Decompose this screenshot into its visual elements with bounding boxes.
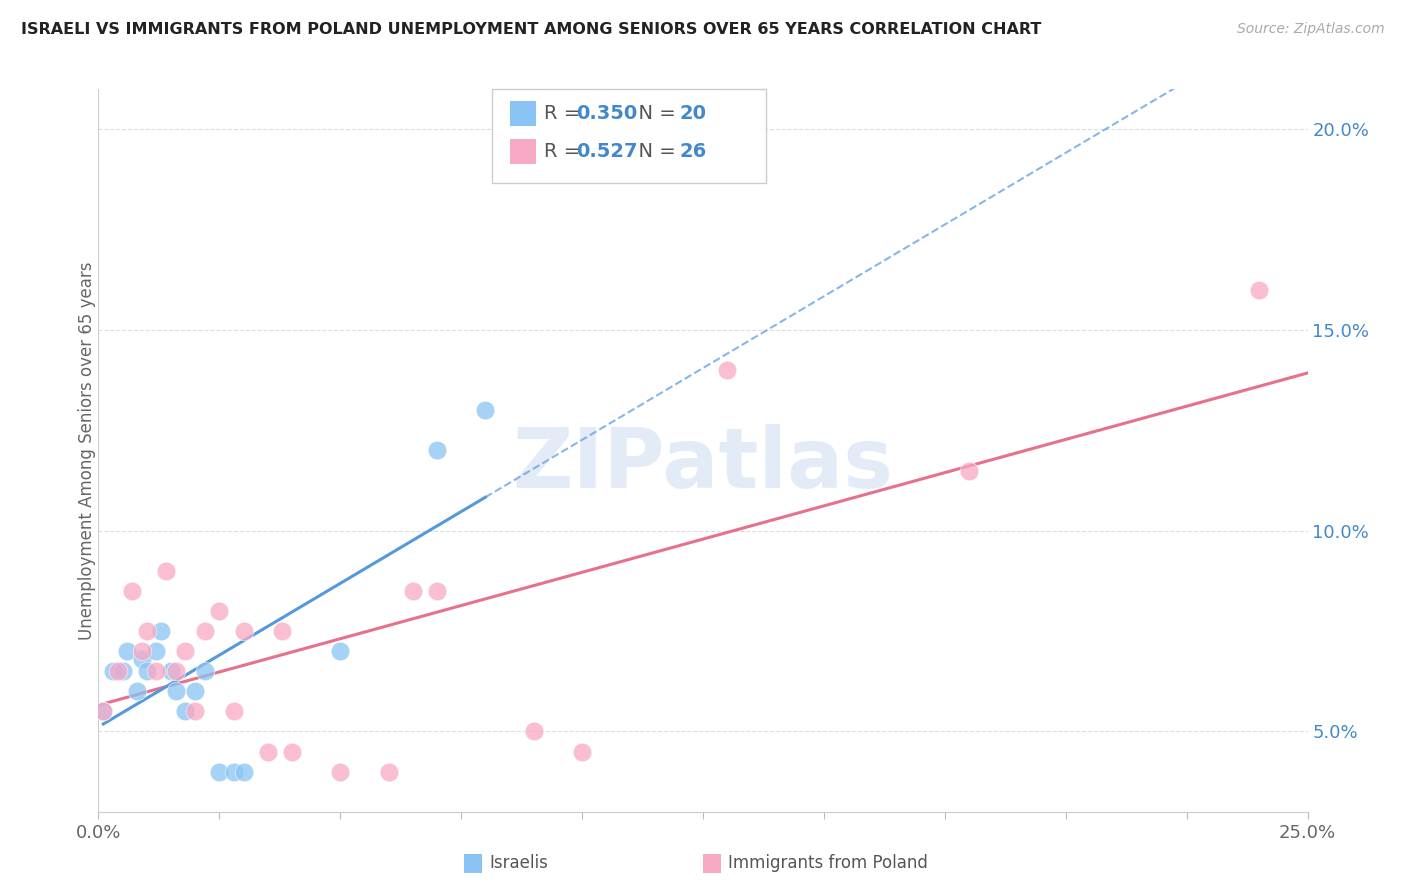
Point <box>426 443 449 458</box>
Point <box>131 644 153 658</box>
Text: N =: N = <box>626 103 682 123</box>
Point <box>194 664 217 679</box>
Point <box>232 624 254 639</box>
Point <box>281 744 304 758</box>
Point <box>107 664 129 679</box>
Point <box>174 705 197 719</box>
Point <box>222 705 245 719</box>
Point <box>232 764 254 779</box>
Point <box>155 564 177 578</box>
Point <box>91 705 114 719</box>
Point <box>160 664 183 679</box>
Point <box>145 664 167 679</box>
Point <box>716 363 738 377</box>
Point <box>131 652 153 666</box>
Point <box>184 684 207 698</box>
Point <box>145 644 167 658</box>
Point <box>150 624 173 639</box>
Point <box>474 403 496 417</box>
Point <box>121 583 143 598</box>
Point <box>402 583 425 598</box>
Point <box>222 764 245 779</box>
Point <box>256 744 278 758</box>
Point <box>91 705 114 719</box>
Point <box>111 664 134 679</box>
Point <box>127 684 149 698</box>
Point <box>165 664 187 679</box>
Point <box>523 724 546 739</box>
Text: Immigrants from Poland: Immigrants from Poland <box>728 855 928 872</box>
Text: 0.527: 0.527 <box>576 142 638 161</box>
Point <box>208 764 231 779</box>
Point <box>184 705 207 719</box>
Text: 26: 26 <box>679 142 706 161</box>
Point <box>135 664 157 679</box>
Text: N =: N = <box>626 142 682 161</box>
Text: R =: R = <box>544 103 586 123</box>
Point <box>117 644 139 658</box>
Y-axis label: Unemployment Among Seniors over 65 years: Unemployment Among Seniors over 65 years <box>79 261 96 640</box>
Text: ISRAELI VS IMMIGRANTS FROM POLAND UNEMPLOYMENT AMONG SENIORS OVER 65 YEARS CORRE: ISRAELI VS IMMIGRANTS FROM POLAND UNEMPL… <box>21 22 1042 37</box>
Point <box>101 664 124 679</box>
Point <box>271 624 294 639</box>
Point <box>165 684 187 698</box>
Point <box>194 624 217 639</box>
Point <box>426 583 449 598</box>
Point <box>208 604 231 618</box>
Point <box>957 464 980 478</box>
Text: ZIPatlas: ZIPatlas <box>513 425 893 506</box>
Point <box>377 764 399 779</box>
Point <box>135 624 157 639</box>
Text: Israelis: Israelis <box>489 855 548 872</box>
Text: R =: R = <box>544 142 586 161</box>
Text: 20: 20 <box>679 103 706 123</box>
Point <box>571 744 593 758</box>
Text: Source: ZipAtlas.com: Source: ZipAtlas.com <box>1237 22 1385 37</box>
Point <box>329 764 352 779</box>
Point <box>1249 283 1271 297</box>
Point <box>174 644 197 658</box>
Point <box>329 644 352 658</box>
Text: 0.350: 0.350 <box>576 103 638 123</box>
